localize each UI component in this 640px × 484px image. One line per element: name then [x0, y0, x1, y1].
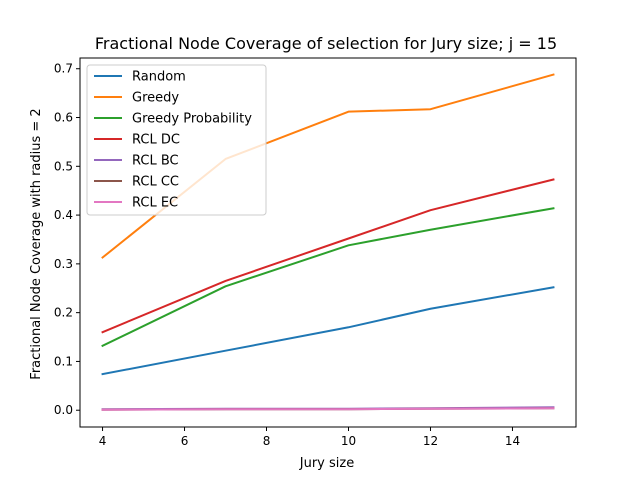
x-tick-label: 4 [99, 434, 107, 448]
legend-label: RCL CC [132, 175, 179, 190]
x-tick-label: 6 [181, 434, 189, 448]
legend-label: RCL EC [132, 196, 178, 211]
legend-box [86, 64, 267, 216]
legend: Random Greedy Greedy Probability RCL DC RCL … [86, 64, 267, 216]
y-tick-label: 0.4 [54, 208, 73, 222]
legend-label: Greedy [132, 91, 179, 106]
x-tick-label: 14 [505, 434, 520, 448]
y-tick-label: 0.6 [54, 111, 73, 125]
series-line-greedy-probability [101, 207, 555, 348]
legend-label: Random [132, 70, 186, 85]
y-tick-label: 0.5 [54, 159, 73, 173]
y-tick-label: 0.2 [54, 306, 73, 320]
x-tick-label: 12 [423, 434, 438, 448]
x-axis-label: Jury size [299, 456, 354, 471]
y-tick-label: 0.3 [54, 257, 73, 271]
x-tick-label: 10 [341, 434, 356, 448]
x-tick-label: 8 [263, 434, 271, 448]
legend-label: RCL BC [132, 154, 179, 169]
series-line-random [101, 286, 555, 376]
y-tick-label: 0.7 [54, 62, 73, 76]
plot-frame [79, 57, 577, 428]
y-tick-label: 0.1 [54, 354, 73, 368]
legend-label: RCL DC [132, 133, 180, 148]
axis-ticks: 4 6 8 10 12 14 0.0 0.1 0.2 0.3 0.4 0.5 0.6 0.7 [54, 62, 520, 448]
chart-title: Fractional Node Coverage of selection fo… [95, 34, 557, 53]
legend-label: Greedy Probability [132, 112, 252, 127]
y-tick-label: 0.0 [54, 403, 73, 417]
series-line-rcl-ec [101, 407, 555, 411]
y-axis-label: Fractional Node Coverage with radius = 2 [29, 108, 44, 379]
series-line-rcl-dc [101, 178, 555, 334]
